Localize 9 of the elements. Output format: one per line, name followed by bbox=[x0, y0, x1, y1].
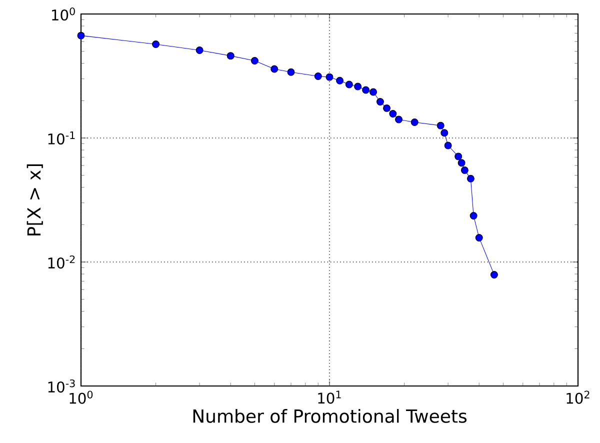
y-tick-label: 10$^{-1}$ bbox=[48, 132, 75, 144]
x-tick-label: 10$^{2}$ bbox=[566, 390, 590, 404]
y-tick-label: 10$^{-2}$ bbox=[48, 255, 75, 269]
x-axis-title: Number of Promotional Tweets bbox=[193, 408, 467, 423]
y-tick-label: 10$^{0}$ bbox=[52, 7, 75, 21]
y-axis-title: P[X > x] bbox=[26, 164, 43, 236]
y-tick-label: 10$^{-3}$ bbox=[48, 379, 75, 393]
x-tick-label: 10$^{0}$ bbox=[70, 390, 93, 404]
x-tick-label: 10$^{1}$ bbox=[318, 390, 341, 404]
